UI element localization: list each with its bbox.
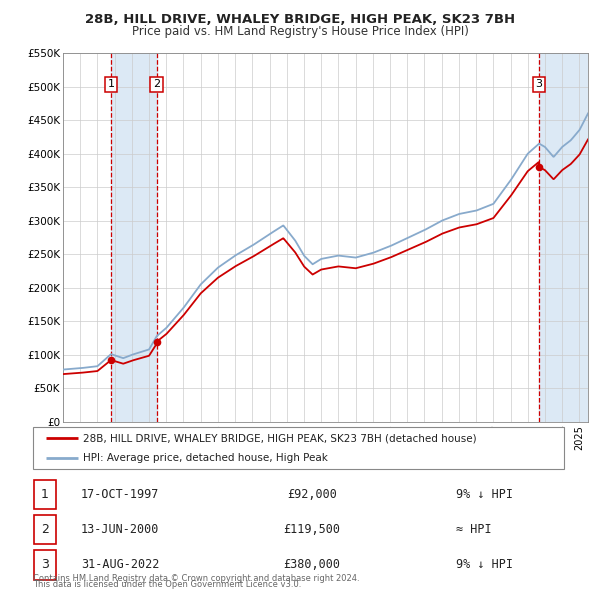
Text: 9% ↓ HPI: 9% ↓ HPI bbox=[456, 487, 513, 501]
Text: £119,500: £119,500 bbox=[284, 523, 341, 536]
Text: £92,000: £92,000 bbox=[287, 487, 337, 501]
Text: 13-JUN-2000: 13-JUN-2000 bbox=[81, 523, 160, 536]
Text: 3: 3 bbox=[536, 80, 542, 90]
Text: This data is licensed under the Open Government Licence v3.0.: This data is licensed under the Open Gov… bbox=[33, 581, 301, 589]
Text: 2: 2 bbox=[153, 80, 160, 90]
Text: 31-AUG-2022: 31-AUG-2022 bbox=[81, 558, 160, 572]
Text: 2: 2 bbox=[41, 523, 49, 536]
Text: Contains HM Land Registry data © Crown copyright and database right 2024.: Contains HM Land Registry data © Crown c… bbox=[33, 574, 359, 583]
Bar bbox=[111, 53, 157, 422]
Text: 3: 3 bbox=[41, 558, 49, 572]
Text: 28B, HILL DRIVE, WHALEY BRIDGE, HIGH PEAK, SK23 7BH (detached house): 28B, HILL DRIVE, WHALEY BRIDGE, HIGH PEA… bbox=[83, 434, 477, 444]
Text: 17-OCT-1997: 17-OCT-1997 bbox=[81, 487, 160, 501]
Text: £380,000: £380,000 bbox=[284, 558, 341, 572]
Text: Price paid vs. HM Land Registry's House Price Index (HPI): Price paid vs. HM Land Registry's House … bbox=[131, 25, 469, 38]
Bar bbox=[539, 53, 588, 422]
Text: ≈ HPI: ≈ HPI bbox=[456, 523, 491, 536]
Text: 9% ↓ HPI: 9% ↓ HPI bbox=[456, 558, 513, 572]
Text: HPI: Average price, detached house, High Peak: HPI: Average price, detached house, High… bbox=[83, 454, 328, 463]
FancyBboxPatch shape bbox=[34, 515, 56, 544]
Text: 1: 1 bbox=[107, 80, 115, 90]
Text: 28B, HILL DRIVE, WHALEY BRIDGE, HIGH PEAK, SK23 7BH: 28B, HILL DRIVE, WHALEY BRIDGE, HIGH PEA… bbox=[85, 13, 515, 26]
FancyBboxPatch shape bbox=[34, 550, 56, 579]
FancyBboxPatch shape bbox=[33, 427, 564, 469]
Text: 1: 1 bbox=[41, 487, 49, 501]
FancyBboxPatch shape bbox=[34, 480, 56, 509]
